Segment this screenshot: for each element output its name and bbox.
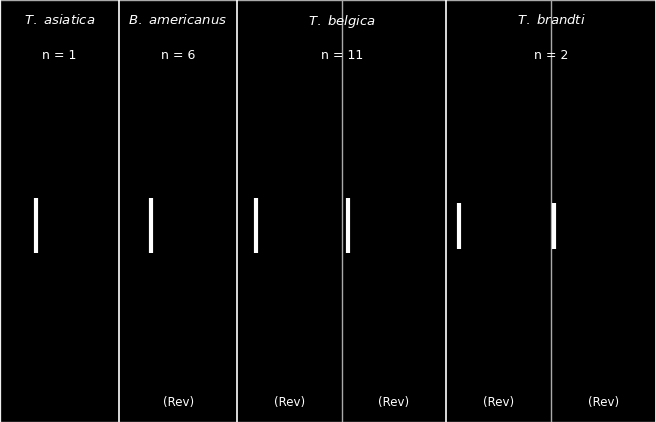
Text: (Rev): (Rev) xyxy=(274,396,305,409)
Text: $\it{B.\ americanus}$: $\it{B.\ americanus}$ xyxy=(129,13,228,27)
Text: (Rev): (Rev) xyxy=(483,396,514,409)
Text: n = 2: n = 2 xyxy=(534,49,568,62)
Text: $\it{T.\ belgica}$: $\it{T.\ belgica}$ xyxy=(308,13,376,30)
Text: $\it{T.\ brandti}$: $\it{T.\ brandti}$ xyxy=(517,13,585,27)
Text: (Rev): (Rev) xyxy=(379,396,409,409)
Text: (Rev): (Rev) xyxy=(588,396,619,409)
Text: $\it{T.\ asiatica}$: $\it{T.\ asiatica}$ xyxy=(24,13,95,27)
Text: n = 11: n = 11 xyxy=(321,49,363,62)
Text: n = 6: n = 6 xyxy=(161,49,195,62)
Text: (Rev): (Rev) xyxy=(163,396,194,409)
Text: n = 1: n = 1 xyxy=(42,49,77,62)
